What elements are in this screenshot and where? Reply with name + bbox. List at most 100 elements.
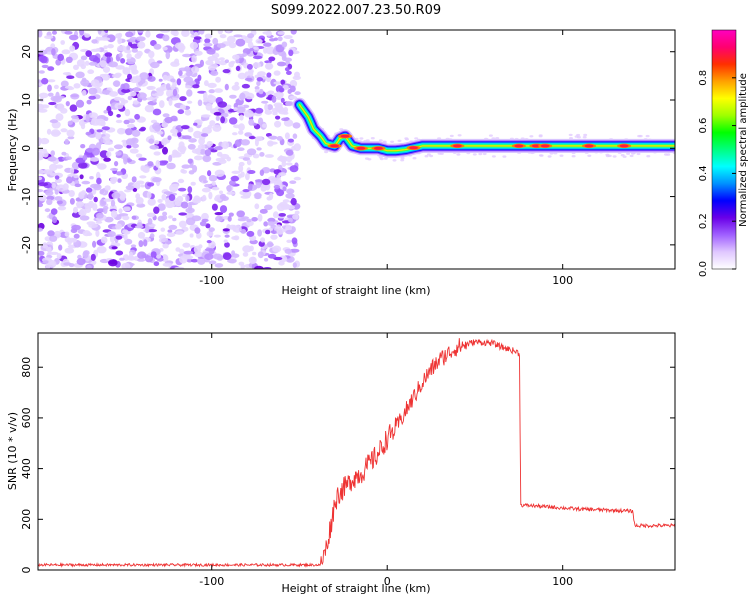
noise-blob (137, 251, 147, 259)
noise-blob (182, 242, 191, 248)
noise-blob (278, 155, 284, 162)
spectrogram-ytick-label: -20 (20, 236, 33, 254)
noise-blob (216, 43, 226, 49)
noise-blob (64, 247, 75, 254)
noise-blob (256, 77, 263, 82)
noise-blob (206, 230, 214, 237)
noise-blob (96, 177, 102, 185)
noise-blob (379, 157, 384, 161)
noise-blob (181, 164, 191, 169)
noise-blob (116, 114, 121, 118)
noise-blob (213, 253, 223, 260)
noise-blob (167, 203, 175, 208)
noise-blob (118, 52, 123, 58)
noise-blob (293, 143, 302, 152)
noise-blob (136, 203, 146, 208)
noise-blob (88, 112, 98, 119)
noise-blob (201, 114, 211, 118)
snr-frame (37, 332, 676, 571)
noise-blob (247, 33, 255, 39)
noise-blob (126, 144, 132, 149)
noise-blob (582, 136, 587, 139)
noise-blob (103, 157, 111, 162)
noise-blob (278, 87, 285, 93)
noise-blob (229, 94, 237, 99)
noise-blob (161, 194, 167, 201)
noise-blob (188, 203, 193, 212)
noise-blob (268, 56, 276, 62)
noise-blob (359, 137, 364, 140)
colorbar-gradient (711, 29, 737, 270)
colorbar-tick-label: 0.0 (698, 261, 709, 277)
noise-blob (120, 58, 126, 64)
noise-blob (286, 188, 295, 194)
noise-blob (129, 251, 134, 260)
noise-blob (238, 123, 245, 131)
noise-blob (204, 149, 212, 157)
noise-blob (215, 76, 222, 83)
snr-ytick-label: 200 (20, 509, 33, 530)
noise-blob (235, 106, 246, 114)
noise-blob (167, 229, 173, 233)
noise-blob (81, 180, 91, 185)
noise-blob (54, 189, 59, 195)
noise-blob (161, 160, 169, 164)
colorbar-tick-label: 0.8 (698, 70, 709, 86)
noise-blob (273, 81, 283, 85)
noise-blob (122, 67, 131, 75)
noise-blob (134, 75, 141, 83)
noise-blob (140, 166, 150, 172)
noise-blob (166, 232, 176, 238)
noise-blob (243, 109, 254, 118)
noise-blob (457, 134, 462, 137)
noise-blob (170, 115, 178, 122)
noise-blob (274, 120, 282, 128)
noise-blob (212, 124, 222, 132)
noise-blob (202, 155, 212, 163)
noise-blob (66, 75, 75, 79)
noise-blob (201, 218, 209, 223)
noise-blob (277, 61, 286, 67)
noise-blob (259, 169, 265, 176)
noise-blob (286, 70, 292, 75)
noise-blob (204, 80, 209, 87)
noise-blob (187, 186, 193, 194)
noise-blob (289, 165, 299, 173)
noise-blob (70, 93, 80, 100)
noise-blob (251, 217, 258, 222)
noise-blob (229, 180, 236, 186)
noise-blob (73, 233, 80, 239)
noise-blob (168, 194, 176, 201)
noise-blob (146, 97, 156, 101)
noise-blob (267, 253, 277, 259)
noise-blob (264, 60, 272, 64)
noise-blob (97, 163, 107, 170)
noise-blob (115, 151, 122, 156)
noise-blob (137, 81, 143, 86)
snr-xtick-label: 0 (384, 575, 391, 588)
noise-blob (99, 60, 107, 68)
noise-blob (294, 210, 300, 215)
noise-blob (612, 155, 617, 158)
noise-blob (638, 134, 643, 138)
noise-blob (111, 246, 118, 250)
noise-blob (49, 163, 58, 171)
noise-blob (168, 98, 173, 106)
noise-blob (152, 177, 162, 183)
noise-blob (39, 92, 49, 99)
noise-blob (248, 70, 254, 77)
noise-blob (233, 107, 238, 112)
noise-blob (400, 159, 405, 162)
noise-blob (177, 131, 182, 137)
noise-blob (178, 141, 185, 149)
noise-blob (276, 174, 281, 182)
noise-blob (275, 91, 284, 99)
noise-blob (271, 95, 277, 103)
noise-blob (268, 141, 278, 145)
noise-blob (128, 118, 136, 124)
noise-blob (82, 230, 91, 237)
noise-blob (117, 45, 127, 52)
noise-blob (137, 231, 146, 239)
tone-hotspot (619, 144, 629, 148)
